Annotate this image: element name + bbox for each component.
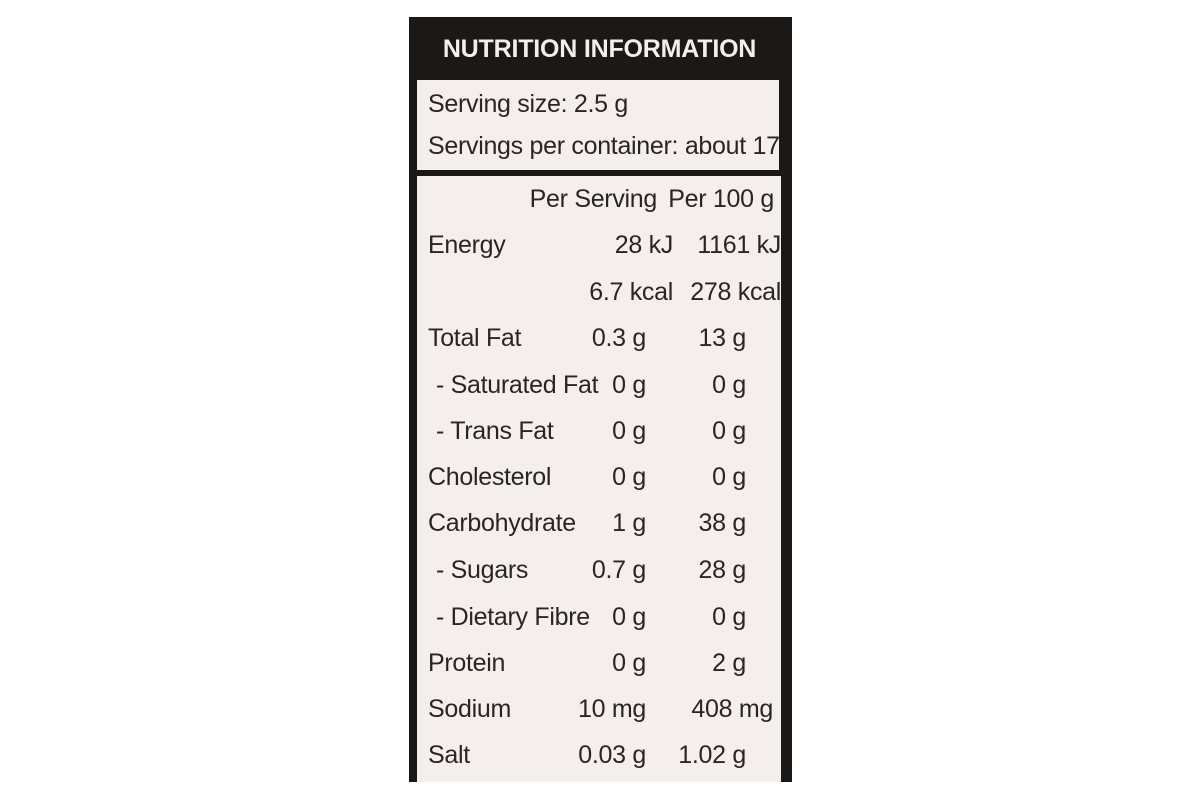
column-header-per-100g: Per 100 g [668,185,774,213]
nutrient-per-serving: 0 g [612,463,646,491]
nutrient-name: Carbohydrate [428,509,576,537]
nutrient-name: Total Fat [428,324,522,352]
nutrient-per-serving: 0.7 g [591,556,646,584]
nutrient-name: Protein [428,649,506,677]
serving-size: Serving size: 2.5 g [428,90,628,118]
label-title: NUTRITION INFORMATION [442,35,757,63]
nutrient-per-100g: 13 g [698,324,747,352]
nutrient-per-serving: 0 g [612,649,646,677]
column-header-per-serving: Per Serving [529,185,658,213]
nutrient-per-100g: 28 g [698,556,747,584]
nutrient-per-100g: 0 g [712,463,746,491]
nutrient-name: Sodium [428,695,511,723]
servings-per-container: Servings per container: about 17 [428,132,780,160]
nutrient-name: - Dietary Fibre [436,603,590,631]
nutrient-per-100g: 408 mg [691,695,773,723]
nutrient-per-serving: 0.03 g [578,741,646,769]
nutrient-name: Salt [428,741,470,769]
nutrition-label: NUTRITION INFORMATION Serving size: 2.5 … [409,17,792,782]
nutrient-per-100g: 0 g [712,371,746,399]
nutrient-name: - Trans Fat [436,417,554,445]
nutrient-per-100g: 0 g [712,603,746,631]
nutrient-per-100g: 1.02 g [678,741,746,769]
nutrient-table: Per Serving Per 100 g Energy 28 kJ 1161 … [417,176,781,782]
nutrient-per-serving: 0.3 g [591,324,646,352]
nutrient-name: - Saturated Fat [436,371,599,399]
nutrient-name: - Sugars [436,556,529,584]
nutrient-per-serving: 1 g [612,509,646,537]
nutrient-per-serving: 10 mg [578,695,646,723]
nutrient-name: Cholesterol [428,463,552,491]
nutrient-per-serving: 28 kJ [614,231,674,259]
serving-info-panel: Serving size: 2.5 g Servings per contain… [417,80,780,170]
nutrient-per-serving: 6.7 kcal [589,278,673,306]
nutrient-per-serving: 0 g [612,417,646,445]
nutrient-per-100g: 38 g [698,509,747,537]
nutrient-per-100g: 278 kcal [690,278,781,306]
nutrient-per-serving: 0 g [612,603,646,631]
nutrient-per-100g: 2 g [712,649,746,677]
nutrient-per-serving: 0 g [612,371,646,399]
nutrient-name: Energy [428,231,506,259]
nutrient-per-100g: 0 g [712,417,746,445]
nutrient-per-100g: 1161 kJ [697,231,781,259]
